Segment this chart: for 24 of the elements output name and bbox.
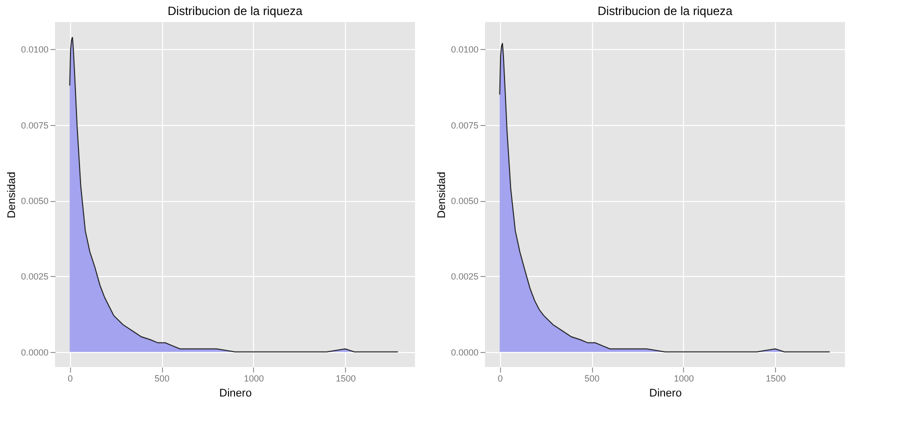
x-tick-label: 500	[154, 374, 170, 384]
y-tick-label: 0.0100	[20, 44, 48, 55]
chart-title: Distribucion de la riqueza	[598, 4, 733, 18]
y-tick-label: 0.0000	[450, 347, 478, 358]
x-tick-label: 1500	[766, 374, 786, 384]
y-tick-label: 0.0000	[20, 347, 48, 358]
y-tick-label: 0.0050	[20, 196, 48, 206]
y-tick-label: 0.0050	[450, 196, 478, 206]
x-tick-label: 1000	[244, 374, 264, 384]
x-tick-label: 0	[498, 374, 503, 384]
y-tick-label: 0.0075	[450, 120, 478, 130]
y-tick-label: 0.0100	[450, 44, 478, 55]
y-axis-title: Densidad	[436, 172, 448, 218]
x-axis-title: Dinero	[219, 388, 252, 400]
x-axis-title: Dinero	[649, 388, 682, 400]
y-axis-title: Densidad	[6, 172, 18, 218]
y-tick-label: 0.0075	[20, 120, 48, 130]
y-tick-label: 0.0025	[20, 272, 48, 282]
chart-title: Distribucion de la riqueza	[168, 4, 303, 18]
x-tick-label: 500	[584, 374, 600, 384]
x-tick-label: 1500	[336, 374, 356, 384]
x-tick-label: 0	[68, 374, 73, 384]
x-tick-label: 1000	[674, 374, 694, 384]
y-tick-label: 0.0025	[450, 272, 478, 282]
